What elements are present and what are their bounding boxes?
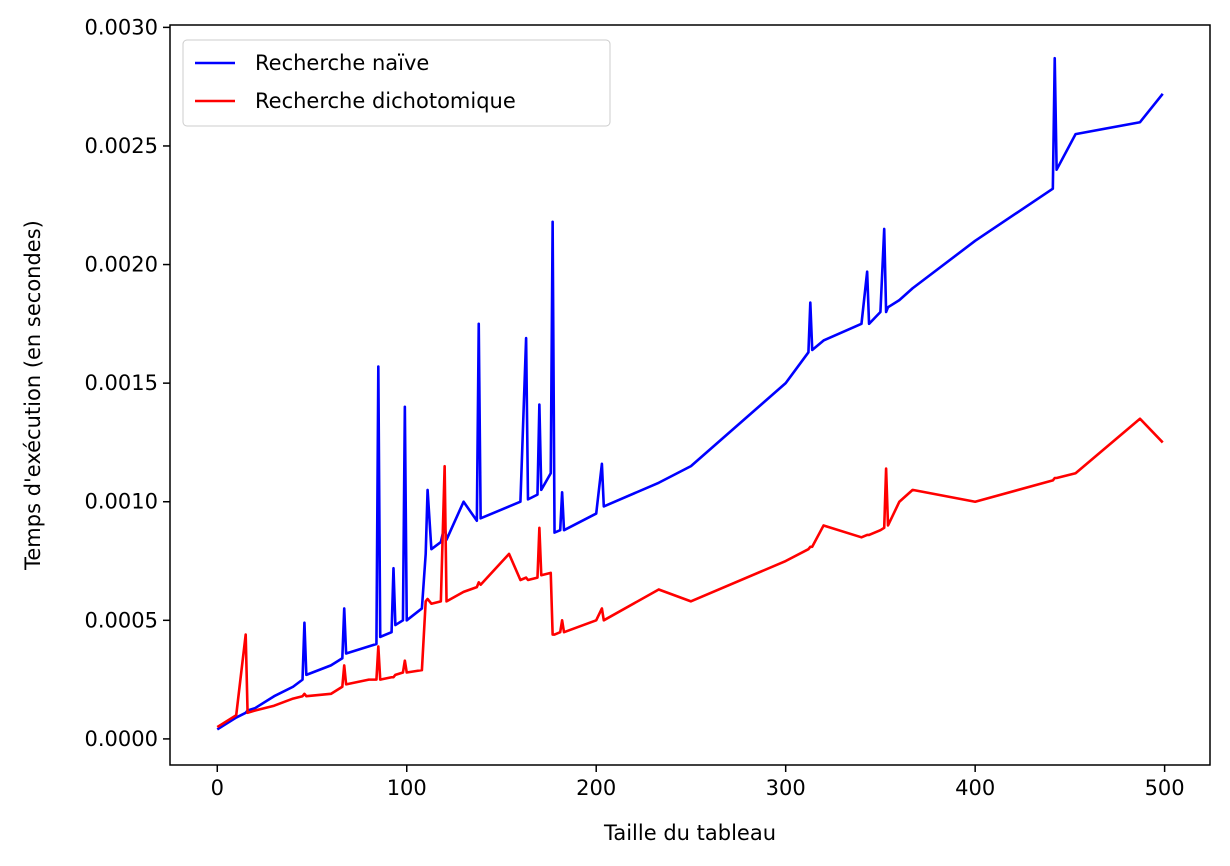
legend-label: Recherche naïve [255,51,429,75]
x-tick-label: 0 [211,776,224,800]
x-axis-label: Taille du tableau [603,821,776,845]
y-tick-label: 0.0030 [85,15,158,39]
y-tick-label: 0.0020 [85,253,158,277]
y-tick-label: 0.0015 [85,371,158,395]
y-tick-label: 0.0010 [85,490,158,514]
legend-label: Recherche dichotomique [255,89,516,113]
x-tick-label: 100 [387,776,427,800]
y-tick-label: 0.0000 [85,727,158,751]
x-tick-label: 200 [576,776,616,800]
x-tick-label: 400 [955,776,995,800]
line-series [216,417,1164,729]
x-tick-label: 500 [1145,776,1185,800]
y-tick-label: 0.0005 [85,608,158,632]
x-tick-label: 300 [766,776,806,800]
y-tick-label: 0.0025 [85,134,158,158]
legend-box [182,39,611,127]
y-axis-label: Temps d'exécution (en secondes) [21,220,45,571]
line-series [216,56,1164,731]
plot-frame [169,24,1211,766]
